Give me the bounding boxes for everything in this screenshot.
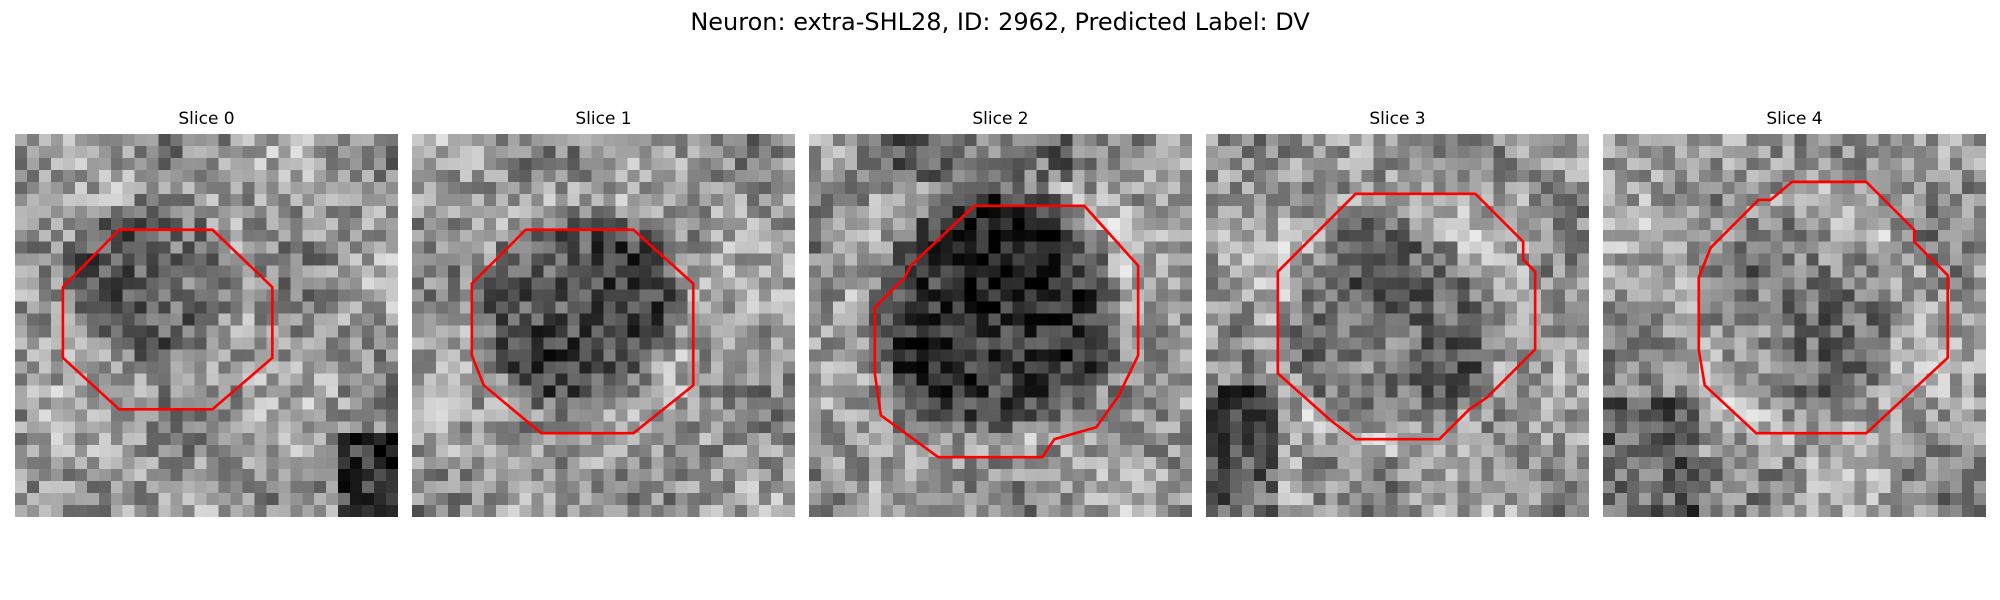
slice-panel-1: Slice 1: [412, 108, 795, 520]
figure-title: Neuron: extra-SHL28, ID: 2962, Predicted…: [690, 8, 1310, 36]
cell-contour-3: [1276, 192, 1537, 441]
slice-image-4: [1603, 134, 1986, 517]
slice-title-0: Slice 0: [178, 109, 235, 129]
slice-panel-4: Slice 4: [1603, 108, 1986, 520]
cell-contour-4: [1697, 180, 1950, 435]
slice-title-1: Slice 1: [575, 109, 632, 129]
slice-title-4: Slice 4: [1766, 109, 1823, 129]
slice-image-2: [809, 134, 1192, 517]
cell-contour-1: [470, 228, 695, 435]
slice-image-1: [412, 134, 795, 517]
slice-panel-0: Slice 0: [15, 108, 398, 520]
cell-contour-2: [873, 204, 1140, 459]
slice-image-3: [1206, 134, 1589, 517]
slice-panel-3: Slice 3: [1206, 108, 1589, 520]
slice-panel-2: Slice 2: [809, 108, 1192, 520]
slice-title-3: Slice 3: [1369, 109, 1426, 129]
cell-contour-0: [61, 228, 274, 411]
slice-image-0: [15, 134, 398, 517]
slice-title-2: Slice 2: [972, 109, 1029, 129]
